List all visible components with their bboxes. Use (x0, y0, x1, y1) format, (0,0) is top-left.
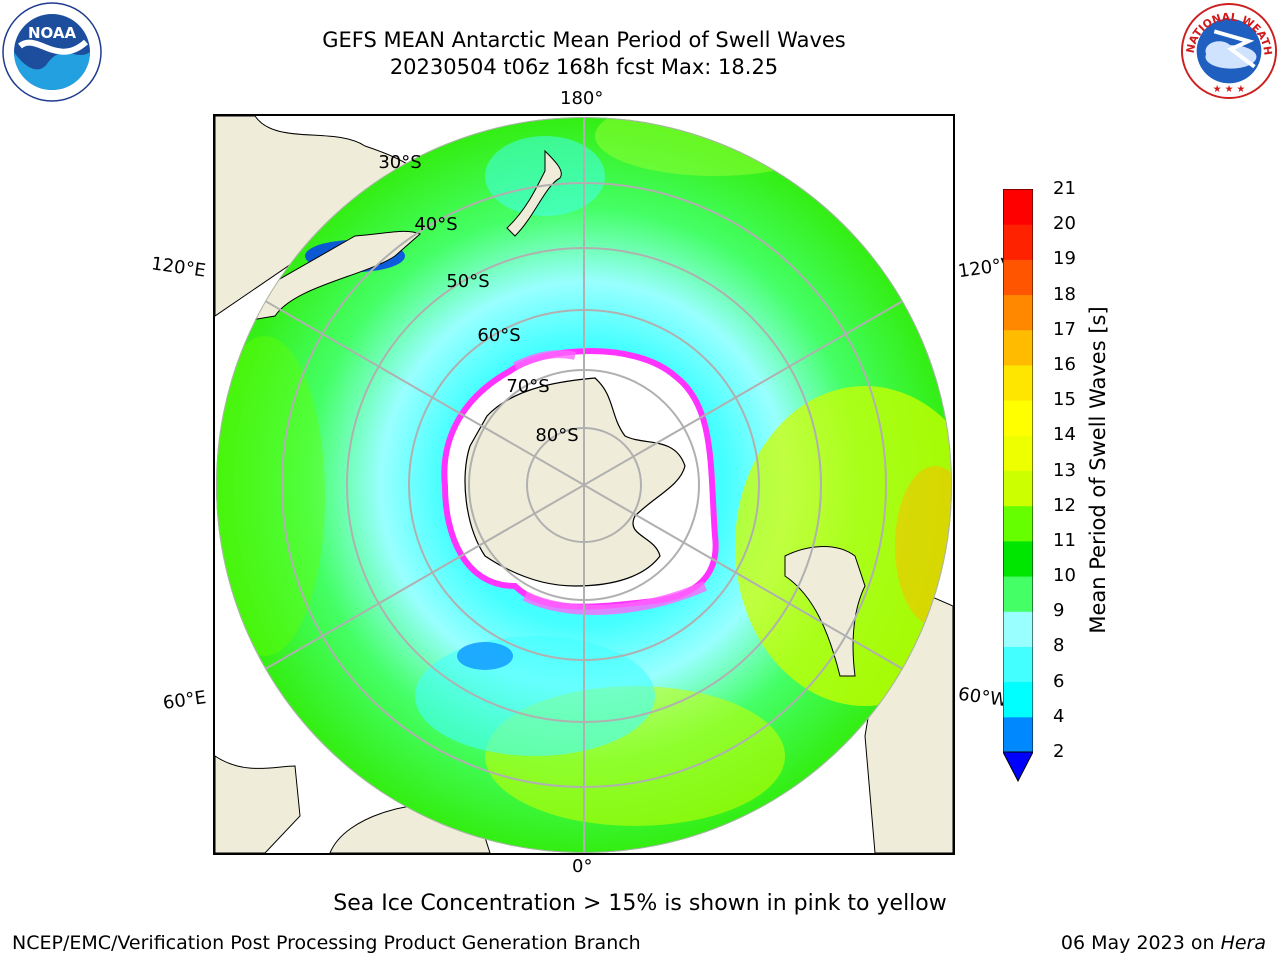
footer-date: 06 May 2023 on Hera (1061, 932, 1266, 954)
new-zealand (506, 149, 562, 237)
lat-label-60s: 60°S (477, 325, 521, 346)
footer-date-text: 06 May 2023 on (1060, 932, 1221, 954)
colorbar-segment (1003, 681, 1033, 718)
colorbar-tick-label: 15 (1053, 389, 1076, 411)
colorbar-segment (1003, 364, 1033, 401)
colorbar-tick-label: 19 (1053, 248, 1076, 270)
lat-label-40s: 40°S (414, 214, 458, 235)
colorbar-segment (1003, 329, 1033, 366)
chart-title: GEFS MEAN Antarctic Mean Period of Swell… (322, 28, 846, 52)
sea-ice-note: Sea Ice Concentration > 15% is shown in … (333, 891, 947, 916)
colorbar-segment (1003, 576, 1033, 612)
colorbar-segment (1003, 294, 1033, 331)
colorbar-segment (1003, 611, 1033, 647)
colorbar-tick-label: 11 (1053, 529, 1076, 551)
footer-branch: NCEP/EMC/Verification Post Processing Pr… (12, 932, 641, 954)
lat-label-80s: 80°S (535, 425, 579, 446)
colorbar-segment (1003, 540, 1033, 577)
chart-subtitle: 20230504 t06z 168h fcst Max: 18.25 (389, 55, 779, 79)
lat-label-70s: 70°S (506, 376, 550, 397)
colorbar-tick-label: 20 (1053, 213, 1076, 235)
colorbar-tick-label: 17 (1053, 318, 1076, 340)
lon-label-60e: 60°E (161, 687, 208, 714)
colorbar-segment (1003, 400, 1033, 436)
colorbar-tick-label: 18 (1053, 283, 1076, 305)
noaa-logo-icon: NOAA (2, 2, 102, 102)
colorbar-segment (1003, 189, 1033, 225)
lat-label-50s: 50°S (446, 271, 490, 292)
lon-label-60w: 60°W (956, 683, 1009, 712)
colorbar-tick-label: 14 (1053, 424, 1076, 446)
colorbar-tick-label: 4 (1053, 705, 1065, 727)
colorbar-segment (1003, 435, 1033, 471)
map-panel[interactable]: 30°S 40°S 50°S 60°S 70°S 80°S (213, 114, 955, 855)
colorbar-extend-min (1003, 751, 1033, 782)
svg-text:★ ★ ★: ★ ★ ★ (1213, 84, 1246, 95)
national-weather-service-logo-icon: NATIONAL WEATHER SERVICE ★ ★ ★ (1180, 2, 1278, 100)
colorbar-segment (1003, 646, 1033, 683)
colorbar-tick-label: 12 (1053, 494, 1076, 516)
colorbar-tick-label: 16 (1053, 353, 1076, 375)
colorbar-segment (1003, 470, 1033, 507)
footer-host: Hera (1220, 932, 1266, 954)
colorbar-segment (1003, 716, 1033, 753)
colorbar-tick-label: 9 (1053, 600, 1065, 622)
lon-label-0: 0° (572, 856, 593, 877)
colorbar-tick-label: 10 (1053, 565, 1076, 587)
colorbar-label: Mean Period of Swell Waves [s] (1086, 306, 1110, 634)
polar-map (215, 116, 953, 853)
colorbar-tick-label: 6 (1053, 670, 1065, 692)
colorbar-tick-label: 2 (1053, 741, 1065, 762)
lon-label-180: 180° (560, 88, 604, 109)
colorbar-segment (1003, 505, 1033, 542)
lat-label-30s: 30°S (378, 152, 422, 173)
colorbar-tick-label: 21 (1053, 178, 1076, 199)
colorbar-segment (1003, 224, 1033, 260)
graticule (216, 117, 952, 853)
colorbar-segment (1003, 259, 1033, 296)
lon-label-120e: 120°E (149, 253, 207, 282)
south-america (784, 546, 866, 677)
antarctica (464, 377, 686, 587)
colorbar (1003, 189, 1033, 782)
colorbar-tick-label: 8 (1053, 635, 1065, 657)
noaa-logo-text: NOAA (28, 24, 77, 42)
colorbar-tick-label: 13 (1053, 459, 1076, 481)
